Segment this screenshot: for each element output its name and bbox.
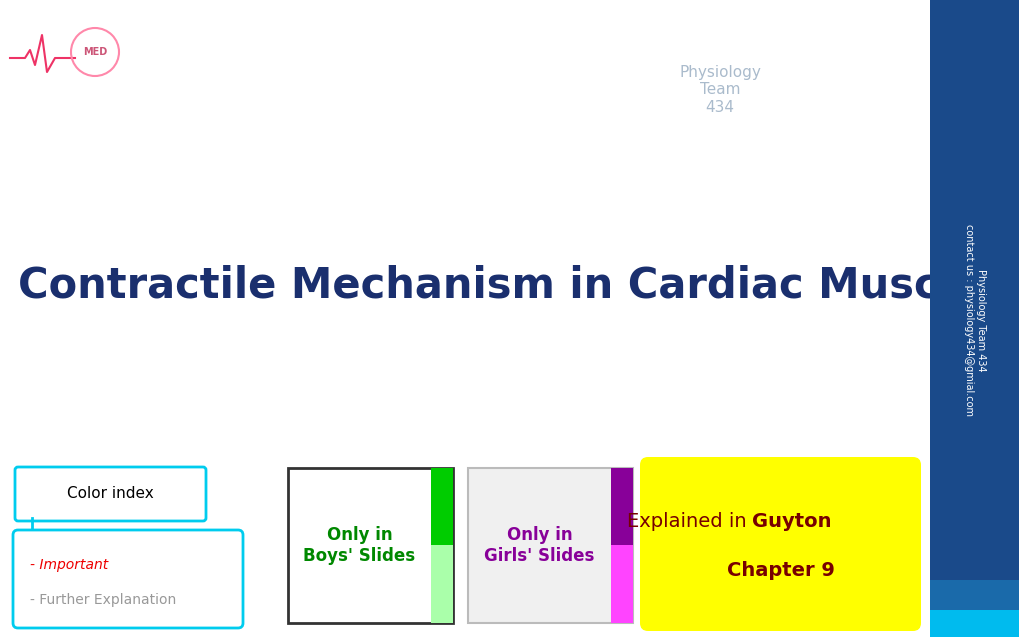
Bar xyxy=(287,468,452,623)
Text: Chapter 9: Chapter 9 xyxy=(726,561,834,580)
Bar xyxy=(431,545,452,623)
FancyBboxPatch shape xyxy=(13,530,243,628)
Text: - Further Explanation: - Further Explanation xyxy=(30,593,176,607)
FancyBboxPatch shape xyxy=(15,467,206,521)
Bar xyxy=(468,468,633,623)
Bar xyxy=(929,580,1019,610)
Bar xyxy=(610,545,633,623)
Text: Physiology
Team
434: Physiology Team 434 xyxy=(679,65,760,115)
Bar xyxy=(929,0,1019,580)
Text: Guyton: Guyton xyxy=(752,512,832,531)
Text: Physiology Team 434
contact us : physiology434@gmial.com: Physiology Team 434 contact us : physiol… xyxy=(963,224,984,416)
Text: Contractile Mechanism in Cardiac Muscle: Contractile Mechanism in Cardiac Muscle xyxy=(18,264,980,306)
Bar xyxy=(929,610,1019,637)
Bar xyxy=(431,468,452,545)
Text: - Important: - Important xyxy=(30,558,108,572)
Bar xyxy=(610,468,633,545)
Text: MED: MED xyxy=(83,47,107,57)
Text: Only in
Boys' Slides: Only in Boys' Slides xyxy=(303,526,415,565)
Text: Explained in: Explained in xyxy=(626,512,752,531)
Text: Color index: Color index xyxy=(66,487,153,501)
FancyBboxPatch shape xyxy=(639,457,920,631)
Text: Only in
Girls' Slides: Only in Girls' Slides xyxy=(484,526,594,565)
